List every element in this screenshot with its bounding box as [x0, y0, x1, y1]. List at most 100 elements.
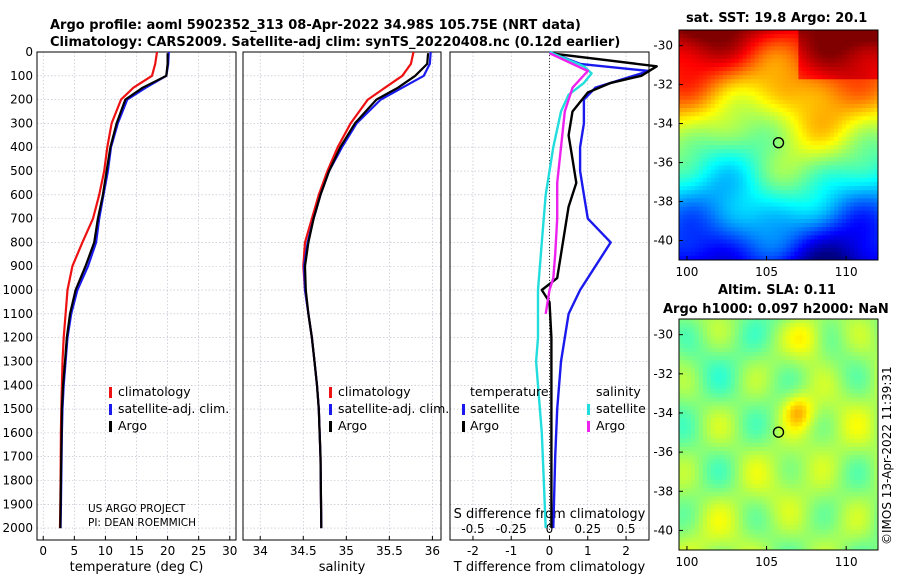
heatmap-cell — [794, 145, 799, 150]
heatmap-cell — [702, 227, 708, 232]
heatmap-cell — [679, 136, 684, 142]
heatmap-cell — [794, 352, 799, 357]
heatmap-cell — [774, 409, 779, 415]
heatmap-cell — [706, 38, 712, 43]
heatmap-cell — [830, 214, 835, 220]
heatmap-cell — [810, 194, 815, 199]
heatmap-cell — [874, 442, 879, 448]
heatmap-cell — [682, 128, 688, 134]
heatmap-cell — [714, 83, 720, 88]
heatmap-cell — [706, 467, 712, 473]
heatmap-cell — [722, 422, 728, 427]
heatmap-cell — [786, 132, 791, 138]
heatmap-cell — [830, 323, 835, 328]
heatmap-cell — [842, 438, 847, 444]
heatmap-cell — [754, 62, 759, 68]
heatmap-cell — [874, 227, 879, 232]
heatmap-cell — [778, 255, 783, 261]
heatmap-cell — [690, 430, 696, 435]
heatmap-cell — [734, 385, 740, 390]
heatmap-cell — [706, 42, 712, 47]
heatmap-cell — [858, 218, 863, 224]
heatmap-cell — [734, 149, 740, 154]
heatmap-cell — [814, 319, 819, 324]
heatmap-cell — [702, 459, 708, 464]
heatmap-cell — [722, 34, 728, 39]
heatmap-cell — [862, 181, 867, 187]
heatmap-cell — [850, 145, 855, 150]
heatmap-cell — [826, 223, 831, 228]
heatmap-cell — [798, 112, 803, 117]
heatmap-cell — [782, 459, 787, 464]
heatmap-cell — [786, 218, 791, 224]
heatmap-cell — [826, 352, 831, 357]
heatmap-cell — [854, 352, 859, 357]
heatmap-cell — [718, 459, 724, 464]
heatmap-cell — [754, 34, 759, 39]
heatmap-cell — [770, 368, 775, 374]
heatmap-cell — [782, 446, 787, 452]
heatmap-cell — [738, 471, 744, 477]
heatmap-cell — [766, 409, 771, 415]
heatmap-cell — [710, 239, 716, 244]
heatmap-cell — [694, 463, 700, 468]
heatmap-cell — [698, 206, 704, 212]
heatmap-cell — [814, 173, 819, 179]
heatmap-cell — [794, 71, 799, 76]
heatmap-cell — [766, 124, 771, 129]
heatmap-cell — [838, 190, 843, 195]
heatmap-cell — [766, 380, 771, 386]
heatmap-cell — [774, 385, 779, 390]
heatmap-cell — [706, 455, 712, 460]
heatmap-cell — [730, 413, 736, 419]
heatmap-cell — [714, 339, 720, 345]
heatmap-cell — [718, 149, 724, 154]
heatmap-cell — [690, 34, 696, 39]
heatmap-cell — [838, 71, 843, 76]
heatmap-cell — [730, 446, 736, 452]
heatmap-cell — [730, 42, 736, 47]
heatmap-cell — [706, 116, 712, 121]
heatmap-cell — [730, 153, 736, 158]
heatmap-cell — [694, 132, 700, 138]
heatmap-cell — [746, 62, 752, 68]
heatmap-cell — [754, 169, 759, 175]
heatmap-cell — [718, 186, 724, 191]
heatmap-cell — [694, 251, 700, 257]
heatmap-cell — [774, 99, 779, 105]
heatmap-cell — [874, 75, 879, 80]
heatmap-cell — [790, 87, 795, 93]
heatmap-cell — [686, 405, 692, 411]
heatmap-cell — [774, 153, 779, 158]
heatmap-cell — [778, 206, 783, 212]
heatmap-cell — [862, 173, 867, 179]
heatmap-cell — [846, 218, 851, 224]
heatmap-cell — [706, 83, 712, 88]
heatmap-cell — [746, 181, 752, 187]
heatmap-cell — [726, 173, 732, 179]
heatmap-cell — [722, 181, 728, 187]
heatmap-cell — [742, 153, 748, 158]
heatmap-cell — [862, 347, 867, 353]
heatmap-cell — [842, 459, 847, 464]
heatmap-cell — [794, 323, 799, 328]
heatmap-cell — [734, 95, 740, 101]
heatmap-cell — [742, 103, 748, 109]
heatmap-cell — [694, 451, 700, 456]
heatmap-cell — [818, 132, 823, 138]
heatmap-cell — [778, 165, 783, 171]
heatmap-cell — [870, 430, 875, 435]
heatmap-cell — [830, 426, 835, 431]
heatmap-cell — [790, 418, 795, 423]
heatmap-cell — [806, 116, 811, 121]
heatmap-cell — [858, 34, 863, 39]
heatmap-cell — [706, 218, 712, 224]
heatmap-cell — [730, 194, 736, 199]
heatmap-cell — [774, 34, 779, 39]
heatmap-cell — [730, 62, 736, 68]
heatmap-cell — [722, 165, 728, 171]
heatmap-cell — [698, 243, 704, 249]
heatmap-cell — [686, 343, 692, 349]
heatmap-cell — [874, 446, 879, 452]
heatmap-cell — [730, 471, 736, 477]
